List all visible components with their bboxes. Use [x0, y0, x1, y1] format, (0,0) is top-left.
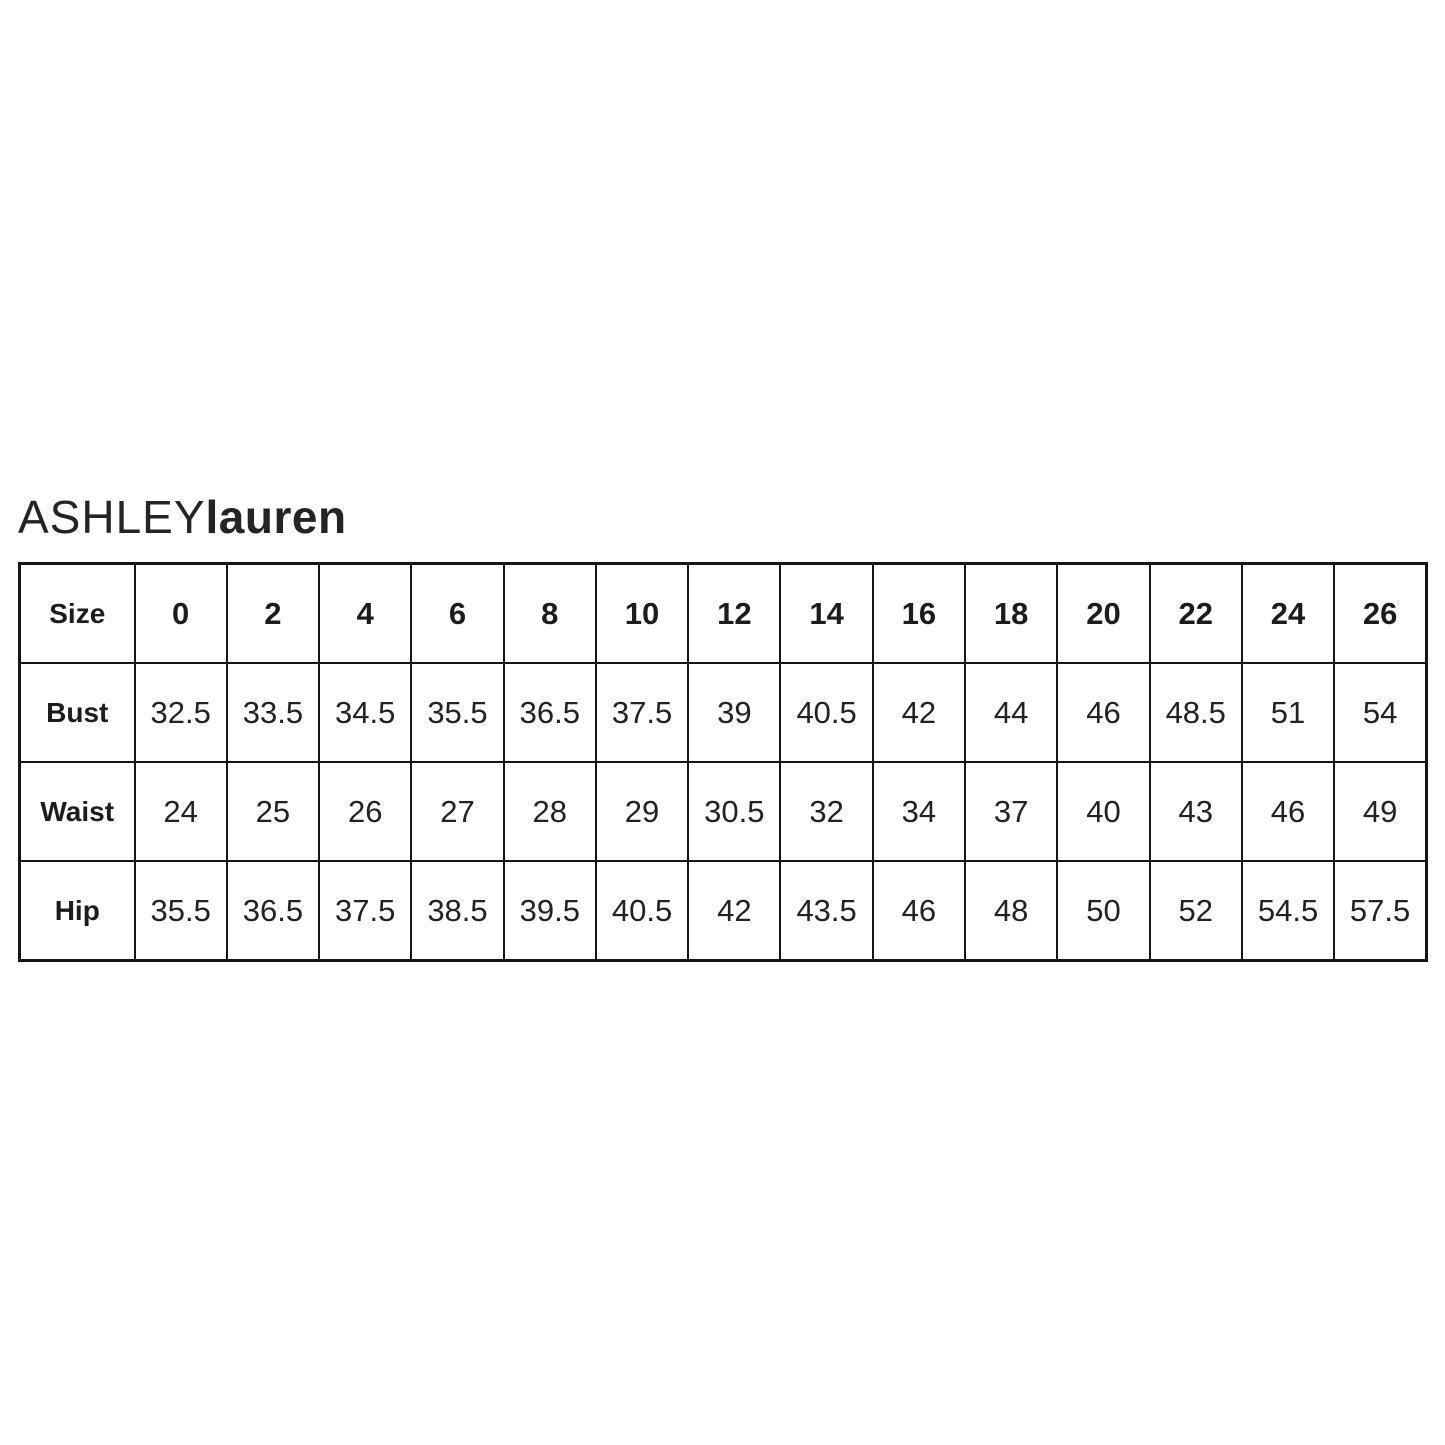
- size-header-cell: 6: [410, 562, 505, 664]
- measurement-cell: 54.5: [1240, 860, 1336, 962]
- measurement-cell: 38.5: [410, 860, 505, 962]
- measurement-cell: 36.5: [502, 662, 597, 763]
- size-header-cell: 12: [687, 562, 782, 664]
- size-header-cell: 22: [1148, 562, 1243, 664]
- measurement-cell: 40: [1056, 761, 1151, 862]
- brand-logo-lauren: lauren: [205, 491, 347, 543]
- size-header-cell: 18: [964, 562, 1059, 664]
- size-header-cell: 16: [871, 562, 967, 664]
- row-label-cell: Hip: [18, 860, 136, 962]
- measurement-cell: 52: [1148, 860, 1243, 962]
- measurement-cell: 39: [687, 662, 782, 763]
- measurement-cell: 26: [318, 761, 413, 862]
- measurement-cell: 33.5: [225, 662, 321, 763]
- measurement-cell: 32.5: [133, 662, 228, 763]
- measurement-cell: 48.5: [1148, 662, 1243, 763]
- size-header-cell: 14: [779, 562, 874, 664]
- measurement-cell: 25: [225, 761, 321, 862]
- size-header-cell: 2: [225, 562, 321, 664]
- brand-logo: ASHLEYlauren: [18, 492, 347, 543]
- measurement-cell: 39.5: [502, 860, 597, 962]
- measurement-cell: 46: [871, 860, 967, 962]
- size-header-cell: 26: [1333, 562, 1428, 664]
- measurement-cell: 42: [687, 860, 782, 962]
- size-chart-table: Size 0 2 4 6 8 10 12 14 16 18 20 22 24 26 Bust 32.5 33.5…: [18, 562, 1428, 962]
- measurement-cell: 57.5: [1333, 860, 1428, 962]
- measurement-row: Waist 24 25 26 27 28 29 30.5 32 34 37 40 43 46 49: [18, 761, 1428, 862]
- measurement-cell: 34.5: [318, 662, 413, 763]
- measurement-cell: 43.5: [779, 860, 874, 962]
- size-header-cell: 4: [318, 562, 413, 664]
- size-header-row: Size 0 2 4 6 8 10 12 14 16 18 20 22 24 26: [18, 562, 1428, 664]
- size-header-cell: 10: [594, 562, 690, 664]
- measurement-cell: 51: [1240, 662, 1336, 763]
- measurement-cell: 35.5: [410, 662, 505, 763]
- row-label-cell: Waist: [18, 761, 136, 862]
- measurement-cell: 27: [410, 761, 505, 862]
- size-table-body: Bust 32.5 33.5 34.5 35.5 36.5 37.5 39 40.5 42 44 46…: [18, 662, 1428, 962]
- measurement-cell: 42: [871, 662, 967, 763]
- measurement-cell: 37.5: [594, 662, 690, 763]
- measurement-cell: 37: [964, 761, 1059, 862]
- measurement-cell: 36.5: [225, 860, 321, 962]
- size-table-header: Size 0 2 4 6 8 10 12 14 16 18 20 22 24 26: [18, 562, 1428, 664]
- row-label-cell: Bust: [18, 662, 136, 763]
- size-header-cell: 24: [1240, 562, 1336, 664]
- measurement-cell: 54: [1333, 662, 1428, 763]
- size-header-cell: 8: [502, 562, 597, 664]
- measurement-cell: 32: [779, 761, 874, 862]
- size-header-cell: 0: [133, 562, 228, 664]
- measurement-cell: 29: [594, 761, 690, 862]
- measurement-cell: 49: [1333, 761, 1428, 862]
- measurement-cell: 40.5: [779, 662, 874, 763]
- size-header-cell: 20: [1056, 562, 1151, 664]
- measurement-cell: 24: [133, 761, 228, 862]
- measurement-cell: 46: [1056, 662, 1151, 763]
- measurement-cell: 37.5: [318, 860, 413, 962]
- measurement-cell: 30.5: [687, 761, 782, 862]
- measurement-cell: 50: [1056, 860, 1151, 962]
- measurement-cell: 40.5: [594, 860, 690, 962]
- measurement-cell: 46: [1240, 761, 1336, 862]
- size-corner-header-cell: Size: [18, 562, 136, 664]
- brand-logo-ashley: ASHLEY: [18, 491, 206, 543]
- measurement-cell: 28: [502, 761, 597, 862]
- measurement-cell: 43: [1148, 761, 1243, 862]
- measurement-cell: 48: [964, 860, 1059, 962]
- measurement-row: Hip 35.5 36.5 37.5 38.5 39.5 40.5 42 43.5 46 48 50 5…: [18, 860, 1428, 962]
- measurement-cell: 34: [871, 761, 967, 862]
- measurement-cell: 35.5: [133, 860, 228, 962]
- measurement-cell: 44: [964, 662, 1059, 763]
- measurement-row: Bust 32.5 33.5 34.5 35.5 36.5 37.5 39 40.5 42 44 46…: [18, 662, 1428, 763]
